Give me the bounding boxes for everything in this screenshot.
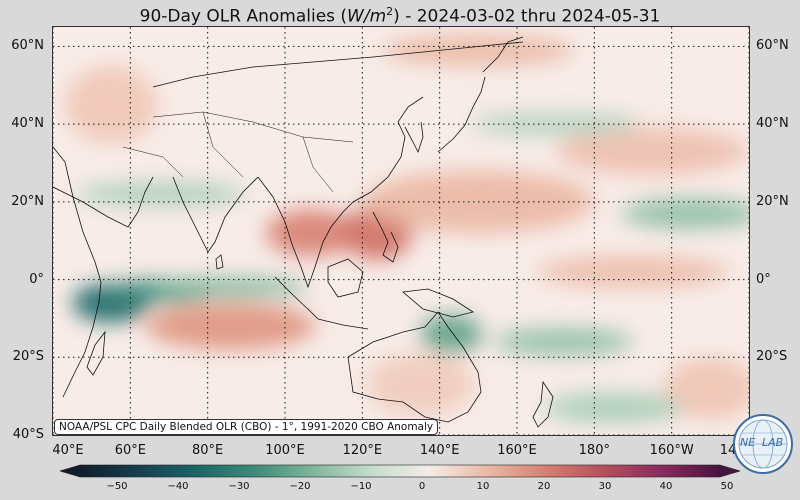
positive-anomaly-region-8 [366,353,475,416]
positive-anomaly-region-7 [64,65,158,144]
latitude-label-right: 40°N [756,116,789,132]
positive-anomaly-region-2 [145,302,316,350]
latitude-label-left: 0° [29,271,44,287]
latitude-label-left: 20°N [11,193,44,209]
longitude-label: 80°E [192,443,224,458]
negative-anomaly-region-4 [493,328,633,356]
coastline-indochina [257,176,354,289]
negative-anomaly-region-8 [544,392,684,424]
coastlines [53,36,554,428]
longitude-label: 120°E [342,443,383,458]
colorbar-max-extend [719,464,742,478]
negative-anomaly-region-6 [76,182,247,206]
negative-anomaly-region-7 [470,112,641,136]
coastline-new-zealand [532,380,554,428]
title-suffix: ) - 2024-03-02 thru 2024-05-31 [393,6,661,27]
latitude-label-right: 60°N [756,38,789,54]
coastline-kamchatka [482,36,524,73]
logo-text-top: NE [740,436,755,449]
colorbar-tick-label: −20 [289,481,311,492]
colorbar-tick-label: −50 [106,481,128,492]
map-panel [52,26,750,436]
nelab-logo: NE LAB [732,413,794,475]
coastline-siberia [152,41,524,88]
latitude-label-left: 60°N [11,38,44,54]
country-borders [122,111,354,193]
colorbar-tick-label: 50 [720,481,734,492]
coastline-madagascar [86,330,106,376]
anomaly-field [64,34,749,424]
coastline-sumatra [274,276,319,320]
colorbar-gradient [79,464,721,478]
anomaly-map [53,27,749,435]
map-title: 90-Day OLR Anomalies (W/m2) - 2024-03-02… [0,0,800,27]
latitude-label-right: 20°S [756,349,788,365]
longitude-label: 160°E [497,443,537,458]
longitude-label: 180° [578,443,610,458]
graticule [53,27,749,435]
colorbar-tick-label: 40 [659,481,673,492]
logo-text-bottom: LAB [762,436,783,449]
latitude-label-right: 0° [756,271,771,287]
coastline-china [352,96,424,203]
title-prefix: 90-Day OLR Anomalies ( [139,6,348,27]
coastline-sri-lanka [215,254,224,270]
longitude-label: 40°E [52,443,84,458]
coastline-korea [404,121,424,154]
latitude-label-right: 20°N [756,193,789,209]
positive-anomaly-region-4 [555,128,749,175]
coastline-java [317,318,369,330]
positive-anomaly-region-5 [381,34,575,66]
positive-anomaly-region-6 [536,256,730,288]
latitude-label-left: 40°S [12,427,44,442]
coastline-japan [437,76,486,153]
colorbar-graphic [58,464,742,478]
longitude-label: 140°E [419,443,460,458]
colorbar-tick-label: 20 [537,481,551,492]
colorbar-tick-label: −10 [350,481,372,492]
colorbar-tick-label: 30 [598,481,612,492]
colorbar-tick-label: 0 [418,481,426,492]
coastline-new-guinea [402,288,474,318]
title-units: W/m [347,6,387,27]
colorbar-tick-label: −40 [167,481,189,492]
coastline-philippines [372,211,399,263]
negative-anomaly-region-3 [420,314,483,354]
data-source-credit: NOAA/PSL CPC Daily Blended OLR (CBO) - 1… [54,419,439,435]
globe-icon: NE LAB [733,414,793,474]
longitude-label: 14 [719,443,737,458]
colorbar-min-extend [58,464,81,478]
colorbar-tick-label: 10 [476,481,490,492]
latitude-label-left: 40°N [11,116,44,132]
longitude-label: 160°W [649,443,694,458]
coastline-africa [53,146,102,398]
positive-anomaly-region-9 [663,357,749,420]
colorbar-tick-label: −30 [228,481,250,492]
negative-anomaly-region-2 [153,277,309,298]
colorbar [58,463,742,478]
coastline-australia [347,311,482,423]
negative-anomaly-region-5 [621,197,749,230]
longitude-label: 100°E [265,443,305,458]
coastline-india [172,176,259,253]
coastline-borneo [327,258,364,298]
longitude-label: 60°E [114,443,146,458]
title-units-exponent: 2 [386,5,394,18]
latitude-label-left: 20°S [12,349,44,365]
